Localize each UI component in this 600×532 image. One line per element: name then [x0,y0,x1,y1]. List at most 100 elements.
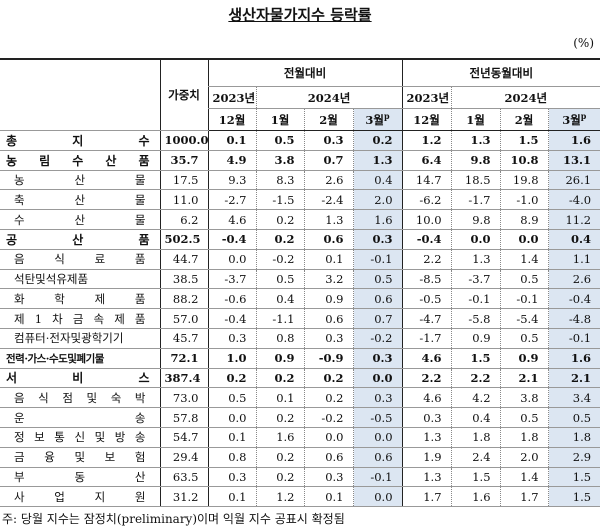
row-label: 음 식 점 및 숙 박 [0,387,160,409]
value-cell: -1.7 [450,189,501,211]
value-cell: 0.9 [303,288,353,310]
table: 가중치 전월대비 전년동월대비 2023년 2024년 2023년 2024년 12월 1월 2월… [0,58,600,508]
value-cell: 4.6 [207,209,256,230]
value-cell: 0.3 [303,328,353,349]
value-cell: 0.4 [255,288,304,310]
value-cell: 1.5 [450,347,501,369]
value-cell: 0.2 [255,407,304,428]
value-cell: 0.2 [255,447,304,468]
value-cell: 0.0 [499,228,549,250]
weight-cell: 45.7 [159,328,208,349]
value-cell: 8.3 [255,170,304,191]
group-header: 전년동월대비 [401,58,600,87]
row-label: 축 산 물 [0,189,160,211]
value-cell: 0.5 [352,269,403,290]
value-cell: 0.2 [255,209,304,230]
value-cell: -3.7 [207,269,256,290]
value-cell: 0.2 [255,367,304,389]
value-cell: -0.2 [303,407,353,428]
row: 운 송 57.8 0.0 0.2 -0.2 -0.5 0.3 0.4 0.5 0.5 [0,407,600,428]
value-cell: 2.0 [352,189,403,211]
value-cell: 2.1 [547,367,600,389]
value-cell: 0.9 [499,347,549,369]
value-cell: 1.8 [547,427,600,448]
value-cell: 1.8 [499,427,549,448]
value-cell: 0.5 [499,328,549,349]
value-cell: 0.2 [255,228,304,250]
value-cell: 1.6 [255,427,304,448]
weight-cell: 72.1 [159,347,208,369]
value-cell: -0.4 [547,288,600,310]
value-cell: -0.1 [499,288,549,310]
value-cell: 0.3 [352,228,403,250]
row-label: 농 림 수 산 품 [0,149,160,171]
value-cell: -0.5 [401,288,452,310]
year-header: 2024년 [255,86,403,109]
value-cell: 2.6 [303,170,353,191]
value-cell: 10.8 [499,149,549,171]
row-label: 농 산 물 [0,170,160,191]
value-cell: 1.5 [450,467,501,488]
row-label: 화 학 제 품 [0,288,160,310]
value-cell: -4.8 [547,308,600,329]
value-cell: 1.0 [207,347,256,369]
value-cell: 0.2 [352,130,403,151]
value-cell: 0.0 [352,367,403,389]
weight-cell: 17.5 [159,170,208,191]
row: 금 융 및 보 험 29.4 0.8 0.2 0.6 0.6 1.9 2.4 2.0 2.9 [0,447,600,468]
month-label: 2월 [514,112,534,127]
value-cell: 0.6 [303,308,353,329]
value-cell: 0.5 [255,269,304,290]
value-cell: 1.3 [450,130,501,151]
value-cell: 0.3 [352,347,403,369]
weight-cell: 1000.0 [159,130,208,151]
value-cell: 1.3 [450,249,501,270]
value-cell: 1.2 [401,130,452,151]
header-row: 12월 1월 2월 3월p 12월 1월 2월 3월p [0,108,600,131]
value-cell: -6.2 [401,189,452,211]
value-cell: 1.1 [547,249,600,270]
weight-cell: 29.4 [159,447,208,468]
value-cell: 1.7 [499,486,549,508]
value-cell: -0.4 [207,308,256,329]
month-header: 3월p [547,108,600,131]
value-cell: 0.8 [255,328,304,349]
month-header: 12월 [207,108,256,131]
value-cell: -2.7 [207,189,256,211]
weight-cell: 54.7 [159,427,208,448]
value-cell: 8.9 [499,209,549,230]
value-cell: 0.1 [303,486,353,508]
value-cell: 18.5 [450,170,501,191]
value-cell: -1.5 [255,189,304,211]
row-label: 금 융 및 보 험 [0,447,160,468]
major-row: 공 산 품 502.5 -0.4 0.2 0.6 0.3 -0.4 0.0 0.0 0.4 [0,228,600,250]
year-header: 2023년 [207,86,256,109]
weight-cell: 57.8 [159,407,208,428]
value-cell: 0.9 [255,347,304,369]
value-cell: 1.2 [255,486,304,508]
row-label: 서 비 스 [0,367,160,389]
value-cell: -0.4 [401,228,452,250]
value-cell: 0.0 [207,249,256,270]
row: 컴퓨터·전자및광학기기 45.7 0.3 0.8 0.3 -0.2 -1.7 0.9 0.5 -0… [0,328,600,349]
value-cell: 4.9 [207,149,256,171]
value-cell: -0.2 [352,328,403,349]
value-cell: -0.1 [352,249,403,270]
value-cell: -0.1 [450,288,501,310]
value-cell: 1.8 [450,427,501,448]
weight-cell: 6.2 [159,209,208,230]
header-row: 가중치 전월대비 전년동월대비 [0,58,600,131]
major-row: 총 지 수 1000.0 0.1 0.5 0.3 0.2 1.2 1.3 1.5 1.6 [0,130,600,151]
unit: (%) [573,36,594,50]
row-label: 부 동 산 [0,467,160,488]
weight-cell: 387.4 [159,367,208,389]
value-cell: 6.4 [401,149,452,171]
value-cell: -5.8 [450,308,501,329]
row-label: 운 송 [0,407,160,428]
value-cell: 0.7 [303,149,353,171]
value-cell: 1.6 [547,347,600,369]
value-cell: 2.2 [450,367,501,389]
value-cell: -8.5 [401,269,452,290]
row-label: 컴퓨터·전자및광학기기 [0,328,160,349]
header-row: 2023년 2024년 2023년 2024년 [0,86,600,109]
